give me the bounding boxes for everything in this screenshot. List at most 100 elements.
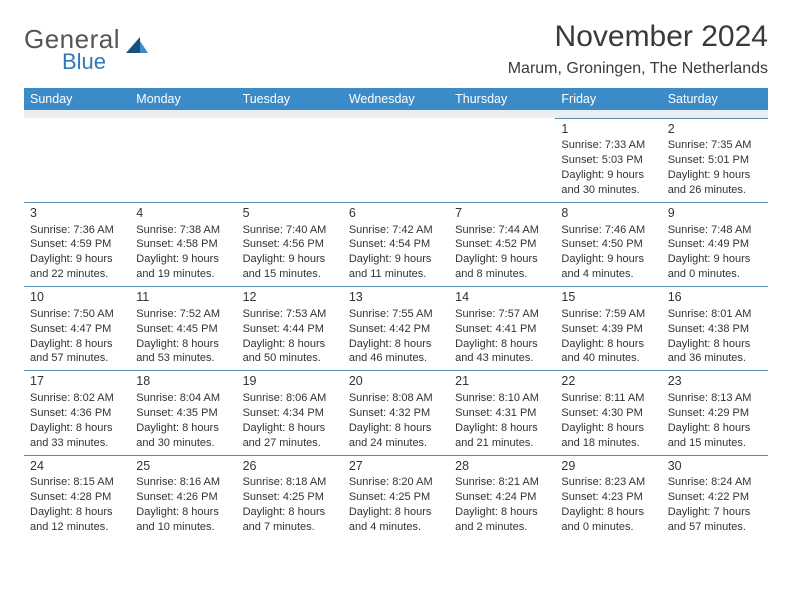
daylight-text: Daylight: 9 hours and 0 minutes.: [668, 252, 762, 282]
calendar-day: 1Sunrise: 7:33 AMSunset: 5:03 PMDaylight…: [555, 118, 661, 202]
sunset-text: Sunset: 4:50 PM: [561, 237, 655, 252]
sunrise-text: Sunrise: 8:01 AM: [668, 307, 762, 322]
sunset-text: Sunset: 4:58 PM: [136, 237, 230, 252]
daylight-text: Daylight: 8 hours and 27 minutes.: [243, 421, 337, 451]
column-header: Thursday: [449, 88, 555, 110]
sunrise-text: Sunrise: 7:35 AM: [668, 138, 762, 153]
calendar-day: 11Sunrise: 7:52 AMSunset: 4:45 PMDayligh…: [130, 287, 236, 371]
day-number: 25: [136, 458, 230, 475]
day-number: 27: [349, 458, 443, 475]
calendar-day: [237, 118, 343, 202]
calendar-day: 4Sunrise: 7:38 AMSunset: 4:58 PMDaylight…: [130, 202, 236, 286]
sunrise-text: Sunrise: 7:36 AM: [30, 223, 124, 238]
calendar-day: 16Sunrise: 8:01 AMSunset: 4:38 PMDayligh…: [662, 287, 768, 371]
calendar-day: 29Sunrise: 8:23 AMSunset: 4:23 PMDayligh…: [555, 455, 661, 539]
daylight-text: Daylight: 7 hours and 57 minutes.: [668, 505, 762, 535]
sunrise-text: Sunrise: 7:46 AM: [561, 223, 655, 238]
daylight-text: Daylight: 8 hours and 24 minutes.: [349, 421, 443, 451]
daylight-text: Daylight: 9 hours and 30 minutes.: [561, 168, 655, 198]
day-number: 19: [243, 373, 337, 390]
day-number: 16: [668, 289, 762, 306]
daylight-text: Daylight: 8 hours and 0 minutes.: [561, 505, 655, 535]
daylight-text: Daylight: 9 hours and 22 minutes.: [30, 252, 124, 282]
daylight-text: Daylight: 8 hours and 18 minutes.: [561, 421, 655, 451]
calendar-week: 10Sunrise: 7:50 AMSunset: 4:47 PMDayligh…: [24, 287, 768, 371]
sunset-text: Sunset: 4:39 PM: [561, 322, 655, 337]
day-number: 7: [455, 205, 549, 222]
day-number: 21: [455, 373, 549, 390]
daylight-text: Daylight: 8 hours and 7 minutes.: [243, 505, 337, 535]
calendar-day: 25Sunrise: 8:16 AMSunset: 4:26 PMDayligh…: [130, 455, 236, 539]
calendar-day: 6Sunrise: 7:42 AMSunset: 4:54 PMDaylight…: [343, 202, 449, 286]
calendar-table: SundayMondayTuesdayWednesdayThursdayFrid…: [24, 88, 768, 539]
sunrise-text: Sunrise: 7:50 AM: [30, 307, 124, 322]
sunrise-text: Sunrise: 8:06 AM: [243, 391, 337, 406]
daylight-text: Daylight: 8 hours and 10 minutes.: [136, 505, 230, 535]
day-number: 9: [668, 205, 762, 222]
calendar-day: 5Sunrise: 7:40 AMSunset: 4:56 PMDaylight…: [237, 202, 343, 286]
day-number: 14: [455, 289, 549, 306]
sunset-text: Sunset: 4:22 PM: [668, 490, 762, 505]
day-number: 11: [136, 289, 230, 306]
sunset-text: Sunset: 4:30 PM: [561, 406, 655, 421]
calendar-day: 17Sunrise: 8:02 AMSunset: 4:36 PMDayligh…: [24, 371, 130, 455]
calendar-day: 7Sunrise: 7:44 AMSunset: 4:52 PMDaylight…: [449, 202, 555, 286]
sunset-text: Sunset: 4:38 PM: [668, 322, 762, 337]
sunrise-text: Sunrise: 8:16 AM: [136, 475, 230, 490]
sunrise-text: Sunrise: 8:21 AM: [455, 475, 549, 490]
day-number: 23: [668, 373, 762, 390]
sunrise-text: Sunrise: 7:52 AM: [136, 307, 230, 322]
calendar-day: 24Sunrise: 8:15 AMSunset: 4:28 PMDayligh…: [24, 455, 130, 539]
day-number: 2: [668, 121, 762, 138]
sunset-text: Sunset: 4:47 PM: [30, 322, 124, 337]
sunset-text: Sunset: 4:28 PM: [30, 490, 124, 505]
brand-logo: General Blue: [24, 20, 148, 72]
sunrise-text: Sunrise: 7:53 AM: [243, 307, 337, 322]
daylight-text: Daylight: 9 hours and 15 minutes.: [243, 252, 337, 282]
daylight-text: Daylight: 8 hours and 46 minutes.: [349, 337, 443, 367]
column-header: Monday: [130, 88, 236, 110]
calendar-day: 21Sunrise: 8:10 AMSunset: 4:31 PMDayligh…: [449, 371, 555, 455]
column-header: Wednesday: [343, 88, 449, 110]
sunset-text: Sunset: 4:24 PM: [455, 490, 549, 505]
day-number: 28: [455, 458, 549, 475]
daylight-text: Daylight: 8 hours and 53 minutes.: [136, 337, 230, 367]
daylight-text: Daylight: 8 hours and 30 minutes.: [136, 421, 230, 451]
day-number: 4: [136, 205, 230, 222]
day-number: 26: [243, 458, 337, 475]
month-title: November 2024: [508, 20, 768, 54]
sunset-text: Sunset: 4:34 PM: [243, 406, 337, 421]
sunset-text: Sunset: 4:42 PM: [349, 322, 443, 337]
daylight-text: Daylight: 9 hours and 11 minutes.: [349, 252, 443, 282]
sunrise-text: Sunrise: 8:10 AM: [455, 391, 549, 406]
daylight-text: Daylight: 9 hours and 26 minutes.: [668, 168, 762, 198]
daylight-text: Daylight: 8 hours and 36 minutes.: [668, 337, 762, 367]
day-number: 1: [561, 121, 655, 138]
daylight-text: Daylight: 8 hours and 33 minutes.: [30, 421, 124, 451]
sunset-text: Sunset: 5:01 PM: [668, 153, 762, 168]
day-number: 13: [349, 289, 443, 306]
sunrise-text: Sunrise: 7:40 AM: [243, 223, 337, 238]
sunset-text: Sunset: 4:44 PM: [243, 322, 337, 337]
daylight-text: Daylight: 8 hours and 57 minutes.: [30, 337, 124, 367]
day-number: 8: [561, 205, 655, 222]
sunset-text: Sunset: 4:41 PM: [455, 322, 549, 337]
sunset-text: Sunset: 4:52 PM: [455, 237, 549, 252]
calendar-week: 24Sunrise: 8:15 AMSunset: 4:28 PMDayligh…: [24, 455, 768, 539]
sunrise-text: Sunrise: 8:23 AM: [561, 475, 655, 490]
sunrise-text: Sunrise: 7:59 AM: [561, 307, 655, 322]
calendar-day: 15Sunrise: 7:59 AMSunset: 4:39 PMDayligh…: [555, 287, 661, 371]
calendar-day: 30Sunrise: 8:24 AMSunset: 4:22 PMDayligh…: [662, 455, 768, 539]
calendar-day: 13Sunrise: 7:55 AMSunset: 4:42 PMDayligh…: [343, 287, 449, 371]
sunrise-text: Sunrise: 8:24 AM: [668, 475, 762, 490]
sunset-text: Sunset: 4:54 PM: [349, 237, 443, 252]
sunset-text: Sunset: 4:35 PM: [136, 406, 230, 421]
daylight-text: Daylight: 9 hours and 8 minutes.: [455, 252, 549, 282]
calendar-day: 14Sunrise: 7:57 AMSunset: 4:41 PMDayligh…: [449, 287, 555, 371]
daylight-text: Daylight: 8 hours and 12 minutes.: [30, 505, 124, 535]
brand-word2: Blue: [24, 52, 106, 72]
calendar-day: 19Sunrise: 8:06 AMSunset: 4:34 PMDayligh…: [237, 371, 343, 455]
calendar-day: 8Sunrise: 7:46 AMSunset: 4:50 PMDaylight…: [555, 202, 661, 286]
column-header: Tuesday: [237, 88, 343, 110]
day-number: 29: [561, 458, 655, 475]
